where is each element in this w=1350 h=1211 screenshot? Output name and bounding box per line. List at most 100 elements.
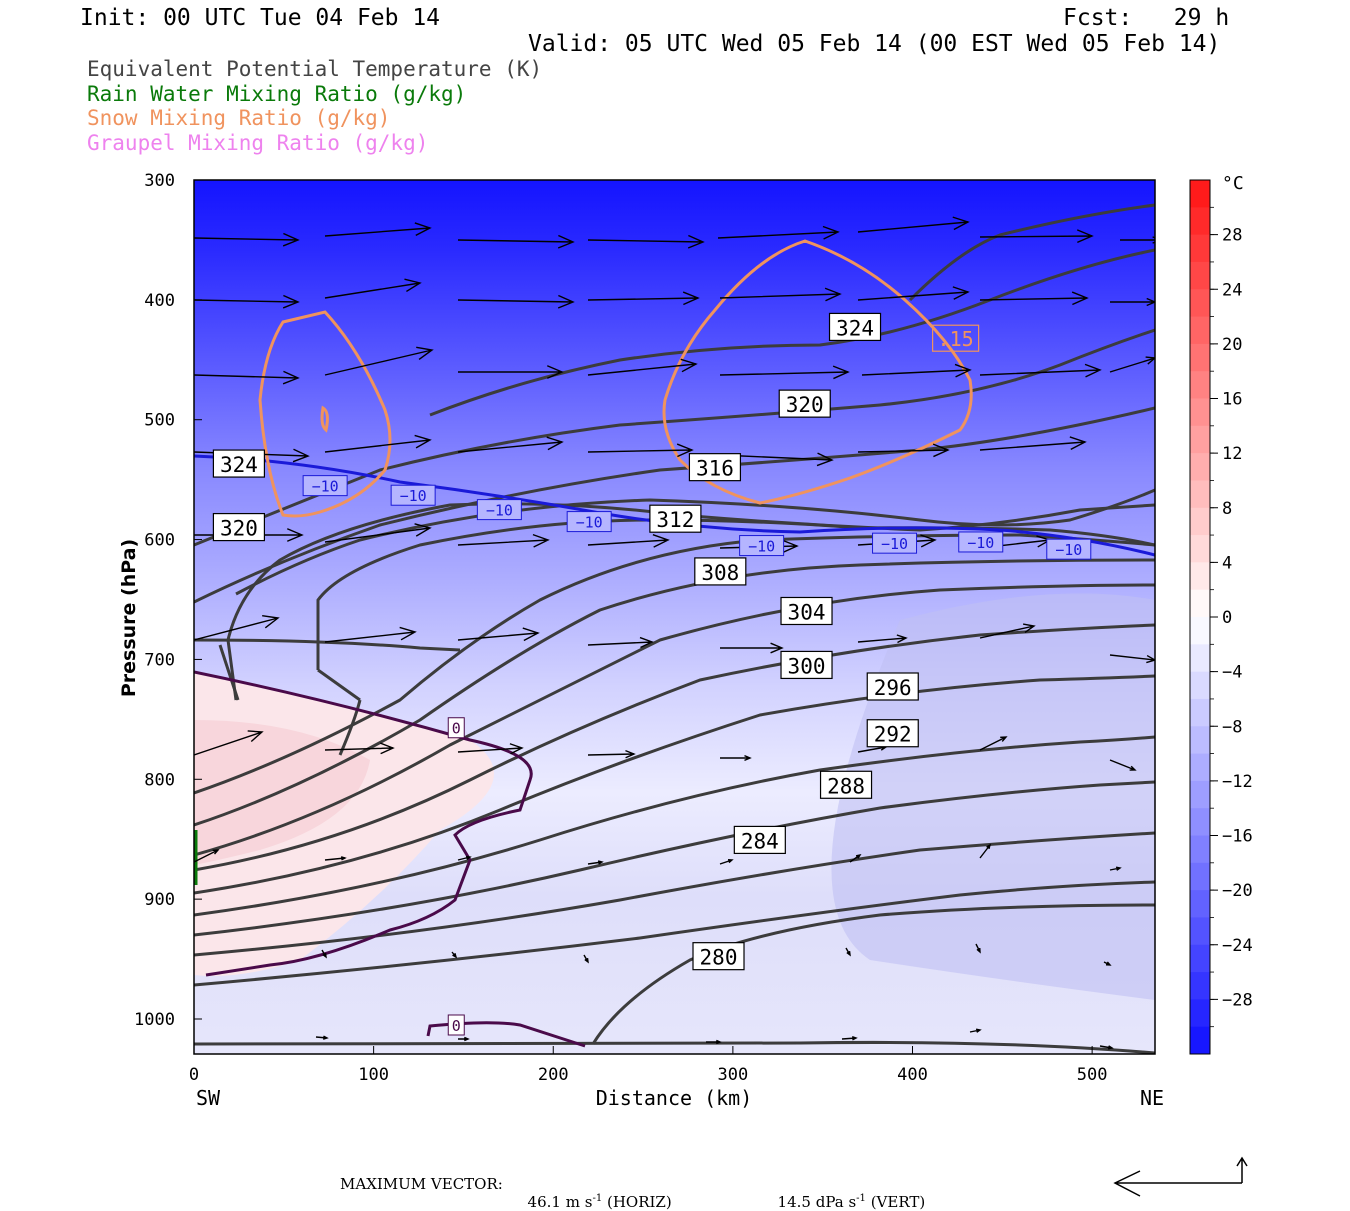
temperature-label-box	[447, 717, 465, 739]
max-vector-vert-value: 14.5	[777, 1193, 811, 1211]
colorbar-bin	[1190, 535, 1210, 563]
theta-e-label: 324	[220, 453, 258, 477]
theta-e-label: 320	[220, 517, 258, 541]
max-vector-horiz-exp: -1	[592, 1193, 603, 1204]
wind-vector-arrow	[457, 743, 524, 755]
temperature-label: −10	[576, 514, 603, 532]
theta-e-contour-line	[316, 518, 1155, 670]
temperature-label-box	[302, 475, 348, 497]
wind-vector-arrow	[324, 742, 395, 755]
wind-vector-arrow	[719, 365, 850, 380]
colorbar-bin	[1190, 261, 1210, 290]
y-axis: 300 400 500 600 700 800 900 1000	[134, 171, 202, 1030]
temperature-label-box	[958, 531, 1004, 553]
colorbar-tick-label: 4	[1222, 553, 1232, 573]
colorbar-bin	[1190, 726, 1210, 755]
wind-vector-arrow	[1109, 866, 1122, 871]
colorbar-bin	[1190, 890, 1210, 918]
max-vector-horiz-unit: m s	[565, 1193, 593, 1211]
legend-snow: Snow Mixing Ratio (g/kg)	[87, 106, 391, 130]
wind-vector-arrow	[194, 232, 300, 247]
colorbar-bin	[1190, 180, 1210, 208]
colorbar-tick-label: 28	[1222, 226, 1242, 246]
wind-vector-arrow	[979, 229, 1094, 244]
wind-vector-arrow	[587, 443, 694, 458]
theta-e-label-box	[733, 825, 786, 855]
x-tick-label: 0	[189, 1065, 199, 1085]
x-tick-label: 100	[358, 1065, 389, 1085]
theta-e-label: 324	[836, 316, 874, 340]
wind-vector-arrow	[324, 278, 422, 299]
max-vector-horiz: 46.1 m s-1 (HORIZ)	[518, 1175, 672, 1211]
temperature-label: −10	[400, 487, 427, 505]
wind-vector-arrow	[719, 858, 734, 865]
snow-contours	[258, 239, 973, 518]
theta-e-label: 308	[701, 561, 739, 585]
temperature-label: −10	[967, 534, 994, 552]
colorbar-bin	[1190, 780, 1210, 809]
temperature-label: −10	[881, 535, 908, 553]
wind-vector-arrow	[457, 855, 472, 861]
theta-e-label-box	[694, 557, 747, 586]
y-tick-label: 300	[144, 171, 175, 191]
colorbar-bin	[1190, 698, 1210, 727]
wind-vector-arrow	[861, 363, 972, 378]
wind-vector-arrow	[457, 436, 564, 453]
colorbar-bin	[1190, 289, 1210, 318]
colorbar-bin	[1190, 343, 1210, 372]
colorbar-bin	[1190, 371, 1210, 399]
theta-e-contour-line	[194, 328, 1155, 547]
x-tick-label: 400	[897, 1065, 928, 1085]
theta-e-label-box	[778, 389, 831, 418]
wind-vector-arrow	[857, 443, 950, 458]
colorbar-bin	[1190, 507, 1210, 536]
colorbar-bin	[1190, 862, 1210, 891]
temperature-label: −10	[1055, 541, 1082, 559]
wind-vector-arrow	[720, 755, 752, 761]
zero-isotherm	[194, 670, 586, 1048]
max-vector-horiz-tag: (HORIZ)	[606, 1193, 672, 1211]
theta-e-contour-line	[194, 583, 1155, 857]
valid-time: Valid: 05 UTC Wed 05 Feb 14 (00 EST Wed …	[528, 31, 1221, 57]
colorbar-bin	[1190, 425, 1210, 454]
wind-vector-arrow	[979, 291, 1089, 306]
wind-vector-arrow	[583, 954, 589, 964]
max-vector-vert-unit: dPa s	[815, 1193, 857, 1211]
temperature-label: 0	[452, 1017, 461, 1035]
theta-e-contour-line	[194, 831, 1155, 957]
temperature-label-box	[447, 1014, 465, 1036]
theta-e-label-box	[688, 453, 742, 482]
temperature-label-box	[390, 484, 436, 506]
temperature-label-box	[872, 532, 918, 554]
wind-vector-arrow	[457, 234, 575, 249]
wind-vector-arrow	[587, 636, 654, 649]
y-tick-label: 500	[144, 411, 175, 431]
theta-e-contour-line	[194, 533, 1155, 795]
wind-vector-arrow	[457, 294, 575, 309]
wind-vector-arrow	[458, 365, 564, 379]
y-tick-label: 1000	[134, 1010, 175, 1030]
theta-e-label: 280	[700, 946, 738, 970]
wind-vector-arrow	[587, 534, 670, 548]
temperature-labels: −10 −10 −10 −10 −10 −10 −10 −10 0 0	[302, 475, 1092, 1036]
colorbar-bin	[1190, 480, 1210, 509]
colorbar-tick-label: 8	[1222, 499, 1232, 519]
colorbar-tick-label: −12	[1222, 772, 1253, 792]
wind-vector-arrow	[857, 286, 970, 301]
theta-e-label: 300	[788, 654, 826, 678]
colorbar-tick-label: −20	[1222, 881, 1253, 901]
theta-e-contour-line	[194, 406, 1155, 604]
wind-vector-arrow	[458, 1036, 470, 1042]
theta-e-contour-line	[194, 735, 1155, 917]
theta-e-label: 292	[874, 723, 912, 747]
y-tick-label: 600	[144, 531, 175, 551]
x-axis-right-end: NE	[1140, 1086, 1164, 1110]
colorbar-bin	[1190, 207, 1210, 236]
wind-vector-arrow	[587, 234, 705, 249]
colorbar-tick-label: 24	[1222, 280, 1242, 300]
colorbar-bin	[1190, 562, 1210, 591]
colorbar-bin	[1190, 944, 1210, 973]
wind-vector-arrow	[719, 287, 842, 302]
max-vector-vert: 14.5 dPa s-1 (VERT)	[768, 1175, 926, 1211]
